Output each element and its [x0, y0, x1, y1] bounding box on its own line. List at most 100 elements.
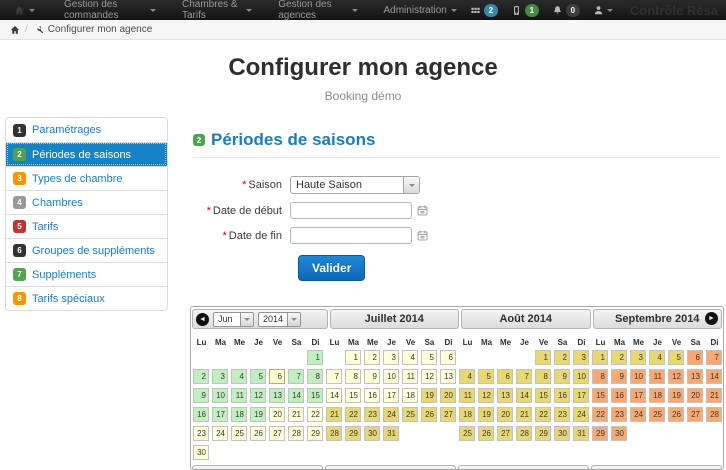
calendar-day-cell[interactable]: 15 [345, 388, 361, 403]
date-de-debut-input[interactable] [290, 202, 412, 219]
calendar-day-cell[interactable]: 22 [535, 407, 551, 422]
calendar-day-cell[interactable]: 11 [231, 388, 247, 403]
date-de-fin-input[interactable] [290, 227, 412, 244]
calendar-day-cell[interactable]: 9 [554, 369, 570, 384]
calendar-day-cell[interactable]: 21 [326, 407, 342, 422]
calendar-day-cell[interactable]: 5 [478, 369, 494, 384]
calendar-day-cell[interactable]: 28 [326, 426, 342, 441]
calendar-day-cell[interactable]: 23 [554, 407, 570, 422]
calendar-day-cell[interactable]: 6 [440, 350, 456, 365]
calendar-day-cell[interactable]: 2 [193, 369, 209, 384]
date-de-debut-calendar-icon[interactable] [416, 204, 429, 217]
calendar-day-cell[interactable]: 28 [516, 426, 532, 441]
calendar-day-cell[interactable]: 26 [668, 407, 684, 422]
calendar-day-cell[interactable]: 1 [535, 350, 551, 365]
calendar-day-cell[interactable]: 18 [649, 388, 665, 403]
select-dropdown-button[interactable] [403, 177, 419, 193]
calendar-day-cell[interactable]: 1 [307, 350, 323, 365]
calendar-day-cell[interactable]: 4 [231, 369, 247, 384]
calendar-day-cell[interactable]: 21 [706, 388, 722, 403]
calendar-day-cell[interactable]: 6 [269, 369, 285, 384]
calendar-day-cell[interactable]: 11 [459, 388, 475, 403]
calendar-day-cell[interactable]: 29 [592, 426, 608, 441]
calendar-day-cell[interactable]: 3 [383, 350, 399, 365]
calendar-day-cell[interactable]: 11 [402, 369, 418, 384]
nav-menu-item-administration[interactable]: Administration [371, 0, 470, 20]
calendar-day-cell[interactable]: 12 [421, 369, 437, 384]
calendar-day-cell[interactable]: 18 [402, 388, 418, 403]
sidebar-item-periodes-de-saisons[interactable]: 2 Périodes de saisons [6, 142, 167, 166]
calendar-day-cell[interactable]: 28 [706, 407, 722, 422]
saison-select[interactable]: Haute Saison [290, 176, 420, 194]
brand-logo[interactable]: Contrôle Résa [629, 2, 718, 18]
calendar-day-cell[interactable]: 11 [649, 369, 665, 384]
calendar-day-cell[interactable]: 10 [212, 388, 228, 403]
calendar-day-cell[interactable]: 25 [231, 426, 247, 441]
nav-home-dropdown[interactable] [8, 5, 41, 16]
calendar-month-select[interactable]: Jun [213, 311, 254, 327]
calendar-day-cell[interactable]: 27 [269, 426, 285, 441]
calendar-day-cell[interactable]: 14 [326, 388, 342, 403]
sidebar-item-groupes-de-supplements[interactable]: 6 Groupes de suppléments [6, 238, 167, 262]
calendar-day-cell[interactable]: 10 [573, 369, 589, 384]
calendar-day-cell[interactable]: 4 [459, 369, 475, 384]
nav-notification-planning-grid[interactable]: 2 [470, 3, 498, 17]
calendar-day-cell[interactable]: 27 [687, 407, 703, 422]
calendar-day-cell[interactable]: 24 [630, 407, 646, 422]
nav-menu-item-gestion-des-commandes[interactable]: Gestion des commandes [51, 0, 169, 21]
calendar-day-cell[interactable]: 16 [193, 407, 209, 422]
calendar-day-cell[interactable]: 22 [592, 407, 608, 422]
calendar-day-cell[interactable]: 8 [535, 369, 551, 384]
calendar-day-cell[interactable]: 16 [364, 388, 380, 403]
nav-notification-mobile[interactable]: 1 [511, 3, 539, 17]
calendar-day-cell[interactable]: 10 [630, 369, 646, 384]
calendar-year-select[interactable]: 2014 [258, 311, 302, 327]
sidebar-item-supplements[interactable]: 7 Suppléments [6, 262, 167, 286]
calendar-day-cell[interactable]: 20 [440, 388, 456, 403]
sidebar-item-parametrages[interactable]: 1 Paramétrages [6, 118, 167, 142]
nav-notification-bell[interactable]: 0 [552, 3, 580, 17]
calendar-day-cell[interactable]: 2 [364, 350, 380, 365]
calendar-day-cell[interactable]: 31 [383, 426, 399, 441]
calendar-day-cell[interactable]: 13 [497, 388, 513, 403]
calendar-day-cell[interactable]: 18 [459, 407, 475, 422]
calendar-day-cell[interactable]: 29 [345, 426, 361, 441]
calendar-day-cell[interactable]: 20 [687, 388, 703, 403]
calendar-day-cell[interactable]: 22 [345, 407, 361, 422]
calendar-day-cell[interactable]: 25 [459, 426, 475, 441]
calendar-day-cell[interactable]: 27 [497, 426, 513, 441]
calendar-day-cell[interactable]: 19 [478, 407, 494, 422]
calendar-day-cell[interactable]: 2 [611, 350, 627, 365]
nav-user-dropdown[interactable] [593, 5, 613, 16]
valider-button[interactable]: Valider [298, 255, 366, 281]
calendar-day-cell[interactable]: 9 [364, 369, 380, 384]
calendar-day-cell[interactable]: 21 [288, 407, 304, 422]
select-dropdown-button[interactable] [287, 312, 301, 326]
calendar-day-cell[interactable]: 4 [649, 350, 665, 365]
calendar-day-cell[interactable]: 8 [307, 369, 323, 384]
calendar-day-cell[interactable]: 24 [573, 407, 589, 422]
calendar-next-button[interactable]: ► [705, 312, 718, 325]
calendar-day-cell[interactable]: 25 [649, 407, 665, 422]
home-icon[interactable] [10, 25, 20, 35]
calendar-day-cell[interactable]: 9 [193, 388, 209, 403]
calendar-prev-button[interactable]: ◄ [196, 312, 209, 326]
calendar-day-cell[interactable]: 17 [212, 407, 228, 422]
sidebar-item-tarifs-speciaux[interactable]: 8 Tarifs spéciaux [6, 286, 167, 310]
calendar-day-cell[interactable]: 15 [307, 388, 323, 403]
calendar-day-cell[interactable]: 4 [402, 350, 418, 365]
calendar-day-cell[interactable]: 26 [421, 407, 437, 422]
calendar-day-cell[interactable]: 6 [497, 369, 513, 384]
calendar-day-cell[interactable]: 15 [535, 388, 551, 403]
calendar-day-cell[interactable]: 15 [592, 388, 608, 403]
select-dropdown-button[interactable] [240, 312, 253, 326]
calendar-day-cell[interactable]: 14 [516, 388, 532, 403]
calendar-day-cell[interactable]: 1 [345, 350, 361, 365]
calendar-day-cell[interactable]: 30 [554, 426, 570, 441]
calendar-day-cell[interactable]: 18 [231, 407, 247, 422]
calendar-day-cell[interactable]: 12 [478, 388, 494, 403]
calendar-day-cell[interactable]: 9 [611, 369, 627, 384]
calendar-day-cell[interactable]: 26 [478, 426, 494, 441]
calendar-day-cell[interactable]: 2 [554, 350, 570, 365]
calendar-day-cell[interactable]: 12 [250, 388, 266, 403]
